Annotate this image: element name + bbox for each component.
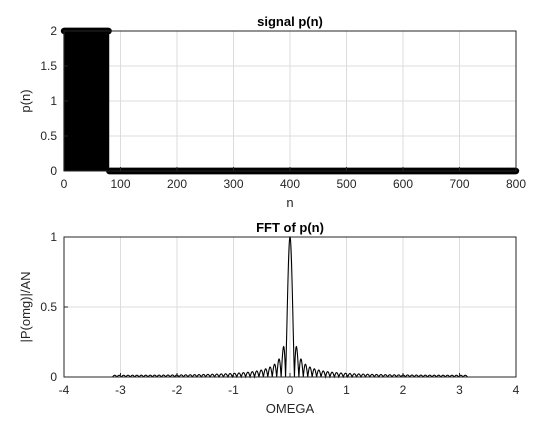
signal-grid xyxy=(63,30,517,172)
x-tick-label: 500 xyxy=(336,177,356,191)
y-tick-label: 0.5 xyxy=(40,300,57,314)
x-tick-label: -3 xyxy=(115,383,126,397)
signal-x-label: n xyxy=(286,195,293,210)
signal-y-label: p(n) xyxy=(18,89,33,112)
signal-y-ticks: 0 0.5 1 1.5 2 xyxy=(40,24,68,178)
y-tick-label: 1.5 xyxy=(40,59,57,73)
fft-y-label: |P(omg)|/AN xyxy=(18,271,33,342)
x-tick-label: 300 xyxy=(223,177,243,191)
fft-x-label: OMEGA xyxy=(266,401,315,416)
signal-x-ticks: 0 100 200 300 400 500 600 700 800 xyxy=(61,167,526,191)
y-tick-label: 0 xyxy=(50,370,57,384)
fft-x-ticks: -4 -3 -2 -1 0 1 2 3 4 xyxy=(59,373,520,397)
x-tick-label: -2 xyxy=(172,383,183,397)
signal-subplot: 0 100 200 300 400 500 600 700 800 0 0.5 1 1.5 2 sign… xyxy=(18,14,526,210)
x-tick-label: 0 xyxy=(61,177,68,191)
fft-y-ticks: 00.51 xyxy=(40,230,68,384)
x-tick-label: 400 xyxy=(280,177,300,191)
x-tick-label: -1 xyxy=(228,383,239,397)
x-tick-label: 700 xyxy=(449,177,469,191)
y-tick-label: 1 xyxy=(50,94,57,108)
x-tick-label: -4 xyxy=(59,383,70,397)
y-tick-label: 0.5 xyxy=(40,129,57,143)
y-tick-label: 1 xyxy=(50,230,57,244)
fft-grid xyxy=(63,236,517,378)
y-tick-label: 0 xyxy=(50,164,57,178)
x-tick-label: 1 xyxy=(343,383,350,397)
signal-title: signal p(n) xyxy=(257,14,323,29)
y-tick-label: 2 xyxy=(50,24,57,38)
x-tick-label: 2 xyxy=(400,383,407,397)
fft-subplot: -4 -3 -2 -1 0 1 2 3 4 00.51 FFT of p(n) OMEGA |P… xyxy=(18,220,520,416)
x-tick-label: 0 xyxy=(287,383,294,397)
x-tick-label: 3 xyxy=(456,383,463,397)
x-tick-label: 200 xyxy=(167,177,187,191)
x-tick-label: 100 xyxy=(110,177,130,191)
x-tick-label: 600 xyxy=(393,177,413,191)
x-tick-label: 800 xyxy=(506,177,526,191)
x-tick-label: 4 xyxy=(513,383,520,397)
fft-title: FFT of p(n) xyxy=(256,220,324,235)
